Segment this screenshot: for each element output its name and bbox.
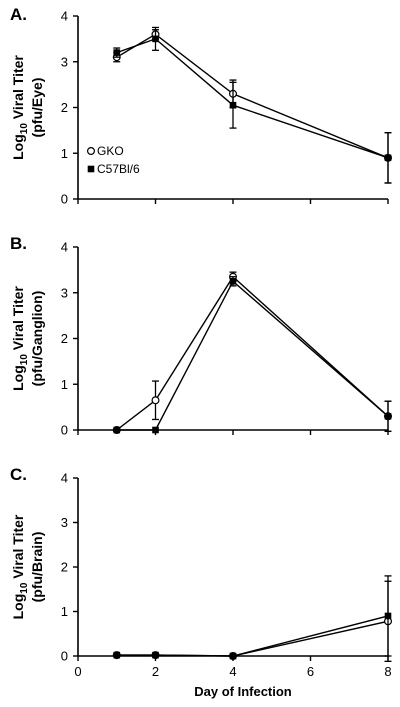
y-tick-label: 4 xyxy=(61,240,68,255)
data-point xyxy=(384,412,392,420)
y-tick-label: 0 xyxy=(61,192,68,207)
panel-label: C. xyxy=(10,465,27,484)
series-c57bl-6 xyxy=(113,276,392,434)
y-tick-label: 1 xyxy=(61,604,68,619)
series-line xyxy=(116,275,389,431)
data-point xyxy=(152,426,159,434)
x-tick-label: 2 xyxy=(152,664,159,679)
legend-label: GKO xyxy=(97,144,124,158)
y-tick-label: 0 xyxy=(61,423,68,438)
y-tick-label: 4 xyxy=(61,9,68,24)
y-axis-title: Log10 Viral Titer xyxy=(10,286,30,391)
y-axis-title-log: Log xyxy=(10,365,26,391)
data-point xyxy=(113,49,121,56)
legend-label: C57Bl/6 xyxy=(97,162,140,176)
y-tick-label: 0 xyxy=(61,649,68,664)
y-axis-title: Log10 Viral Titer xyxy=(10,514,30,619)
series-line xyxy=(116,38,389,159)
panel-label: A. xyxy=(10,5,27,24)
series-gko xyxy=(112,29,393,184)
y-axis-title-log: Log xyxy=(10,134,26,160)
data-point xyxy=(151,396,160,405)
y-axis-title-subscript: 10 xyxy=(19,354,30,366)
y-tick-label: 4 xyxy=(61,471,68,486)
data-point xyxy=(384,154,392,162)
y-tick-label: 1 xyxy=(61,146,68,161)
y-axis-subtitle: (pfu/Eye) xyxy=(29,78,45,138)
x-axis-title: Day of Infection xyxy=(194,684,292,699)
legend-marker xyxy=(86,147,95,156)
panel-label: B. xyxy=(10,234,27,253)
y-axis-subtitle: (pfu/Ganglion) xyxy=(29,291,45,387)
y-axis-title-rest: Viral Titer xyxy=(10,514,26,583)
data-point xyxy=(229,101,237,109)
data-point xyxy=(113,426,121,434)
y-tick-label: 3 xyxy=(61,54,68,69)
panel-a: A. 0 1 2 3 4 Log10 Viral Titer (pfu/Eye) GKO C57B… xyxy=(10,5,393,207)
y-tick-label: 2 xyxy=(61,560,68,575)
x-tick-label: 0 xyxy=(74,664,81,679)
data-point xyxy=(229,652,237,660)
legend-marker xyxy=(87,165,95,173)
y-tick-label: 1 xyxy=(61,377,68,392)
series-c57bl-6 xyxy=(113,26,392,184)
y-tick-label: 2 xyxy=(61,331,68,346)
x-tick-label: 4 xyxy=(229,664,236,679)
data-point xyxy=(384,612,392,620)
y-tick-label: 2 xyxy=(61,100,68,115)
y-axis-title-log: Log xyxy=(10,594,26,620)
x-tick-label: 8 xyxy=(384,664,391,679)
series-gko xyxy=(112,580,393,662)
y-tick-label: 3 xyxy=(61,515,68,530)
y-tick-label: 3 xyxy=(61,285,68,300)
panel-b: B. 0 1 2 3 4 Log10 Viral Titer (pfu/Ganglion) xyxy=(10,234,393,438)
y-axis-subtitle: (pfu/Brain) xyxy=(29,532,45,603)
series-line xyxy=(116,33,389,159)
x-tick-label: 6 xyxy=(307,664,314,679)
data-point xyxy=(113,651,121,659)
panel-c: C. 0 1 2 3 4 0 2 4 6 8 Log10 Viral Titer (pfu/Brain)… xyxy=(10,465,393,699)
series-line xyxy=(116,615,389,657)
y-axis-title-subscript: 10 xyxy=(19,582,30,594)
series-c57bl-6 xyxy=(113,575,392,660)
series-line xyxy=(116,280,389,431)
y-axis-title-rest: Viral Titer xyxy=(10,55,26,124)
y-axis-title: Log10 Viral Titer xyxy=(10,55,30,160)
series-gko xyxy=(112,271,393,435)
y-axis-title-subscript: 10 xyxy=(19,123,30,135)
data-point xyxy=(229,278,237,285)
legend: GKO C57Bl/6 xyxy=(86,144,140,176)
data-point xyxy=(152,35,159,43)
data-point xyxy=(152,651,159,659)
y-axis-title-rest: Viral Titer xyxy=(10,286,26,355)
